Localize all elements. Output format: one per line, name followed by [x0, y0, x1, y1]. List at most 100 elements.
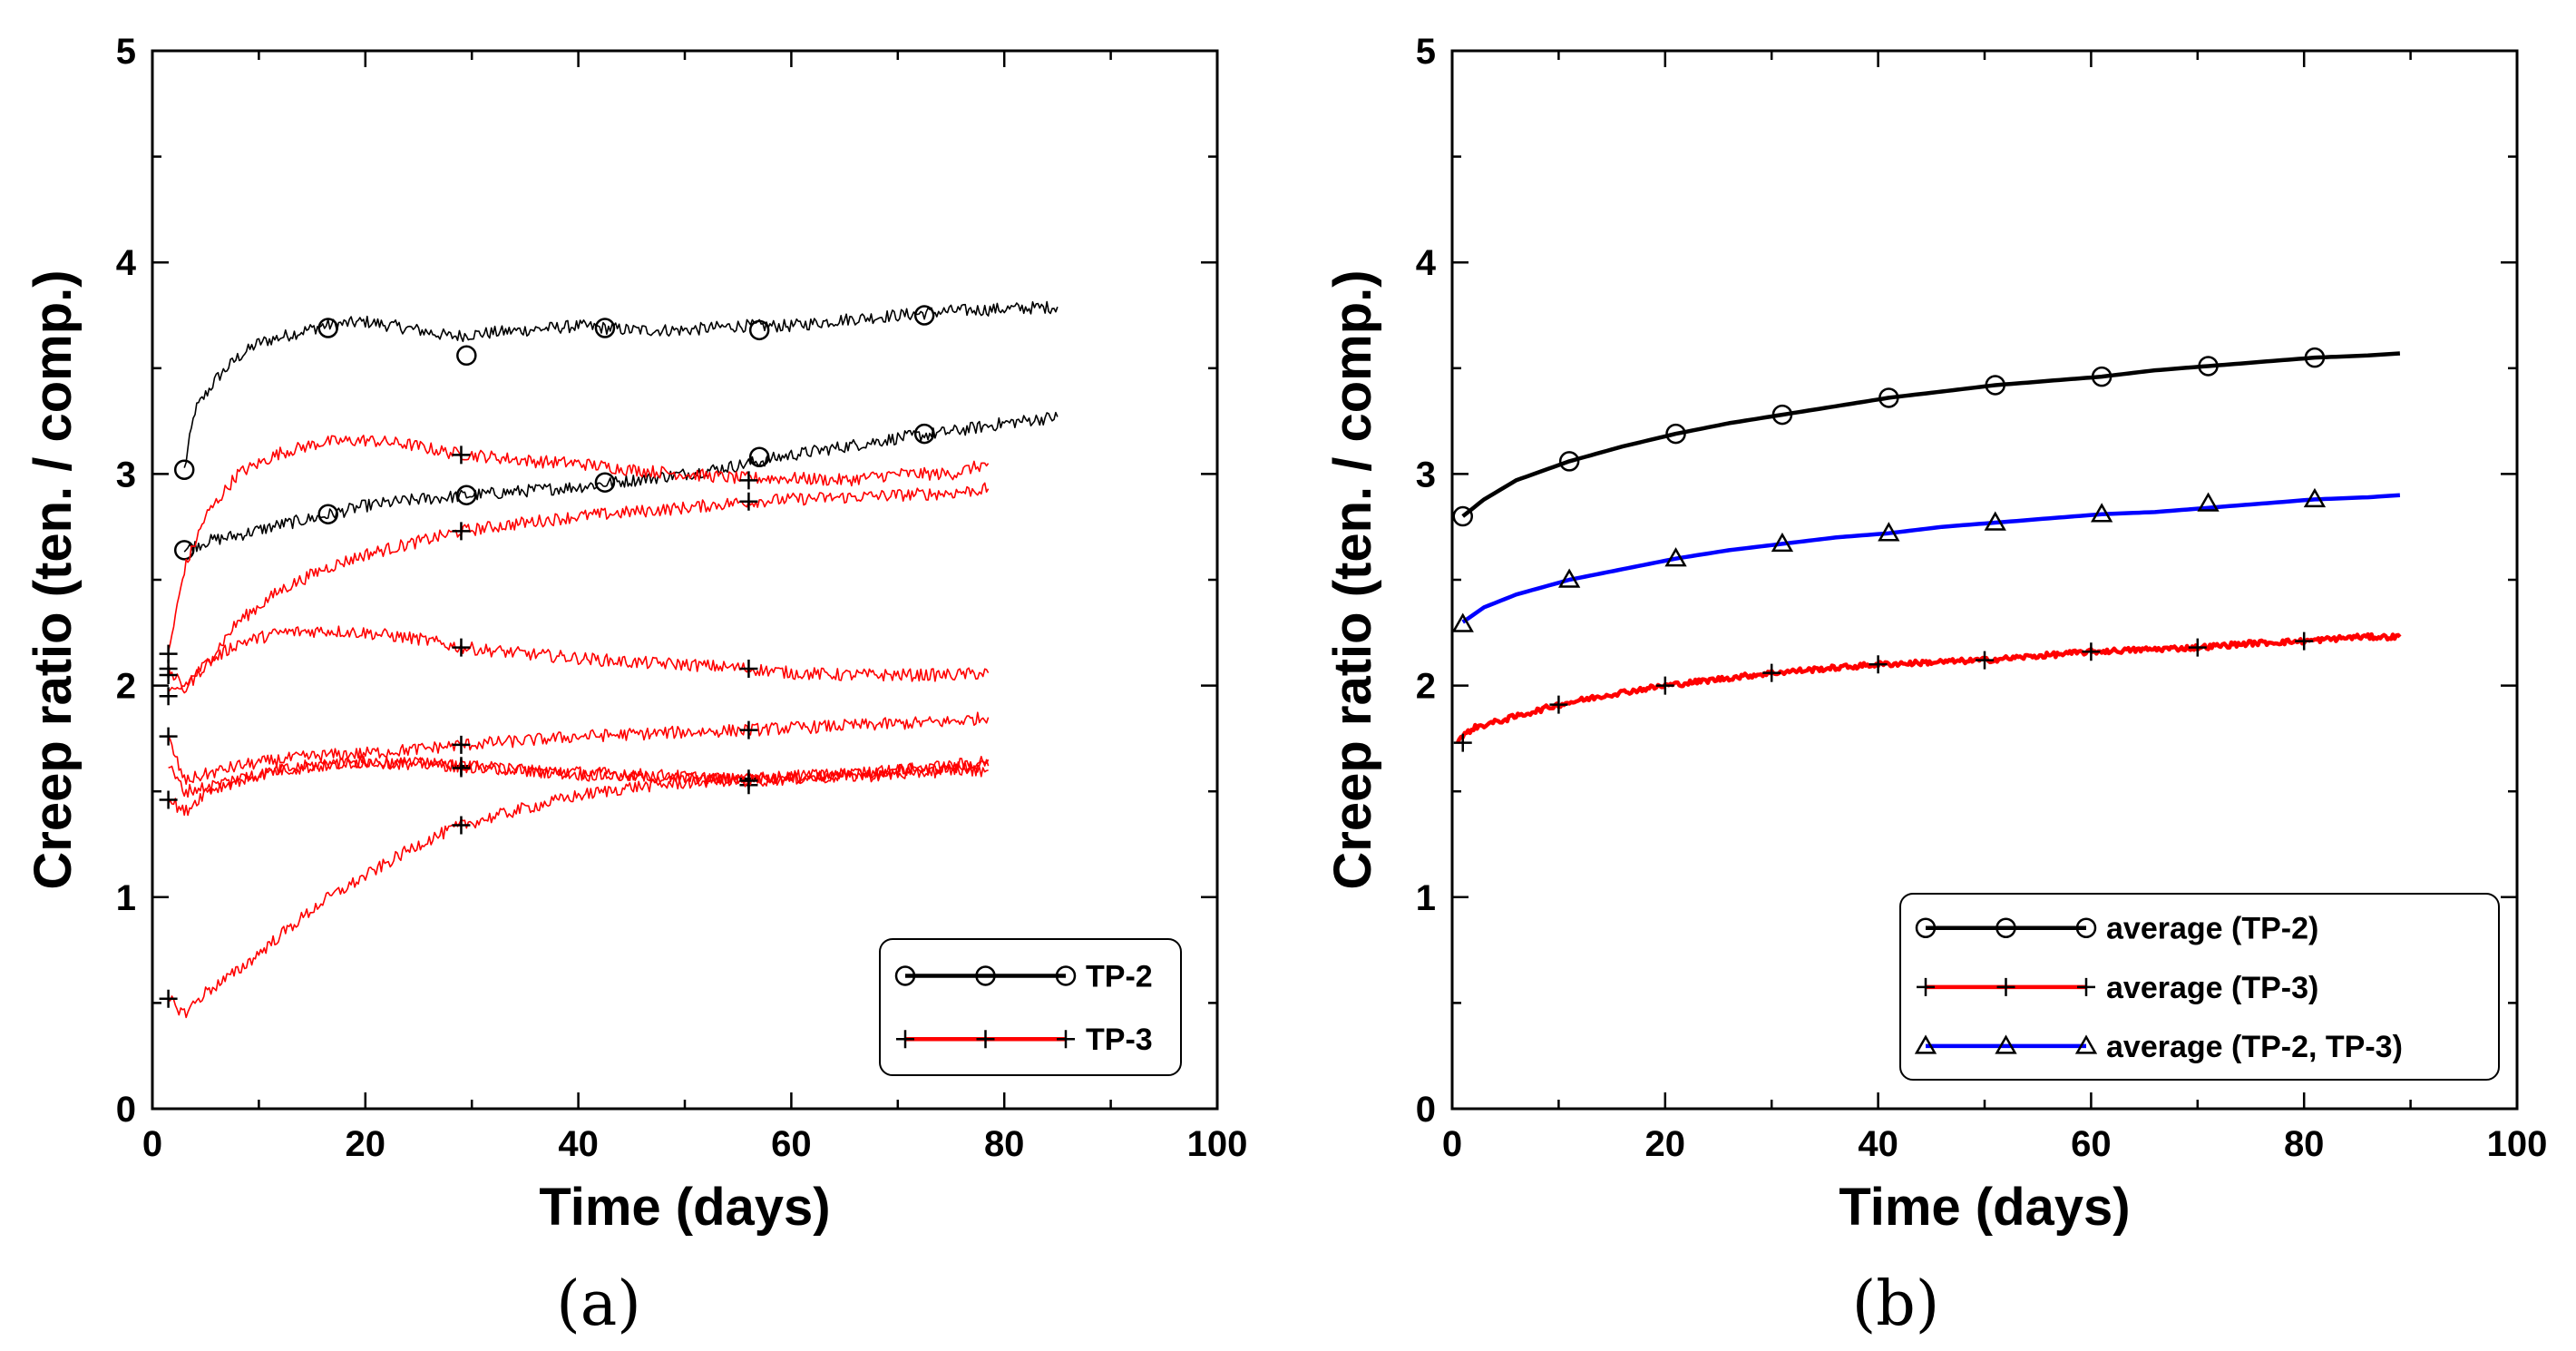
data-point — [1664, 547, 1687, 567]
legend-marker — [1995, 1034, 2017, 1054]
legend-label: average (TP-3) — [2106, 971, 2318, 1005]
data-point — [456, 345, 477, 367]
data-point — [1771, 532, 1794, 553]
data-point — [1549, 695, 1568, 714]
plot-area — [1451, 347, 2402, 752]
data-point — [1557, 568, 1581, 588]
data-point — [1984, 511, 2006, 531]
data-point — [452, 445, 471, 465]
data-point — [1452, 505, 1473, 527]
legend-marker — [1055, 965, 1077, 986]
data-point — [1451, 612, 1474, 632]
legend-marker — [2074, 1034, 2098, 1054]
y-tick-label: 1 — [116, 878, 136, 918]
y-tick-label: 3 — [116, 455, 136, 494]
data-point — [739, 492, 758, 511]
legend-marker — [1057, 1030, 1075, 1049]
legend: TP-2 TP-3 — [879, 938, 1182, 1076]
data-point — [2304, 347, 2326, 368]
series-line — [1461, 493, 2401, 624]
data-point — [452, 759, 471, 778]
legend-marker — [894, 965, 916, 986]
data-point — [452, 522, 471, 541]
data-point — [2197, 492, 2220, 512]
legend: average (TP-2) average (TP-3) average (TP-… — [1899, 893, 2500, 1081]
x-tick-label: 60 — [771, 1124, 812, 1164]
legend-marker — [1917, 977, 1935, 996]
series-line — [167, 756, 990, 1019]
x-axis-label: Time (days) — [539, 1178, 830, 1237]
legend-marker — [2077, 977, 2095, 996]
legend-label: average (TP-2, TP-3) — [2106, 1030, 2403, 1064]
data-point — [456, 485, 477, 505]
y-tick-label: 0 — [1416, 1090, 1436, 1130]
y-tick-label: 4 — [1416, 243, 1437, 283]
data-point — [2188, 638, 2207, 657]
data-point — [2295, 631, 2314, 651]
data-point — [1771, 404, 1793, 426]
legend-label: TP-2 — [1086, 959, 1153, 994]
legend-marker — [2075, 917, 2097, 938]
y-tick-label: 3 — [1416, 455, 1436, 494]
data-point — [1976, 651, 1994, 670]
data-point — [1878, 522, 1900, 542]
legend-marker — [1995, 917, 2016, 938]
data-point — [173, 459, 195, 480]
data-point — [913, 305, 935, 326]
series-line — [1455, 631, 2402, 744]
legend-marker — [1996, 977, 2015, 996]
data-point — [452, 638, 471, 657]
x-tick-label: 0 — [142, 1124, 162, 1164]
y-tick-label: 1 — [1416, 878, 1436, 918]
data-point — [739, 720, 758, 739]
data-point — [1453, 733, 1472, 752]
data-point — [1558, 451, 1580, 472]
series-line — [167, 625, 990, 694]
legend-label: TP-3 — [1086, 1023, 1153, 1057]
data-point — [159, 727, 178, 746]
x-tick-label: 60 — [2071, 1124, 2112, 1164]
plot-area — [159, 300, 1059, 1019]
x-tick-label: 20 — [1645, 1124, 1686, 1164]
x-tick-label: 100 — [1187, 1124, 1248, 1164]
series-line — [167, 435, 990, 652]
x-axis-label: Time (days) — [1839, 1178, 2130, 1237]
x-tick-label: 20 — [346, 1124, 386, 1164]
data-point — [594, 472, 616, 493]
data-point — [2091, 366, 2113, 387]
legend-box — [1899, 893, 2500, 1081]
data-point — [2303, 487, 2327, 508]
y-tick-label: 0 — [116, 1090, 136, 1130]
series-line — [167, 482, 990, 693]
data-point — [159, 790, 178, 809]
data-point — [317, 504, 338, 524]
data-point — [1869, 655, 1888, 674]
data-point — [2090, 503, 2113, 523]
series-line — [167, 711, 990, 785]
series-line — [168, 755, 989, 798]
data-point — [159, 665, 178, 684]
y-tick-label: 2 — [116, 667, 136, 707]
legend-marker — [896, 1030, 914, 1049]
y-axis-label: Creep ratio (ten. / comp.) — [1323, 269, 1382, 889]
data-point — [748, 319, 770, 341]
x-tick-label: 100 — [2487, 1124, 2548, 1164]
y-tick-label: 4 — [116, 243, 137, 283]
y-tick-label: 2 — [1416, 667, 1436, 707]
data-point — [159, 687, 178, 706]
data-point — [452, 816, 471, 835]
series-line — [167, 755, 990, 817]
legend-marker — [976, 1030, 995, 1049]
data-point — [452, 735, 471, 754]
data-point — [748, 446, 770, 467]
data-point — [739, 771, 758, 790]
data-point — [2198, 356, 2219, 377]
series-line — [183, 300, 1059, 468]
data-point — [2082, 642, 2101, 661]
data-point — [1878, 387, 1899, 408]
data-point — [739, 659, 758, 678]
legend-label: average (TP-2) — [2106, 912, 2318, 946]
data-point — [1655, 676, 1674, 695]
y-tick-label: 5 — [1416, 32, 1436, 72]
